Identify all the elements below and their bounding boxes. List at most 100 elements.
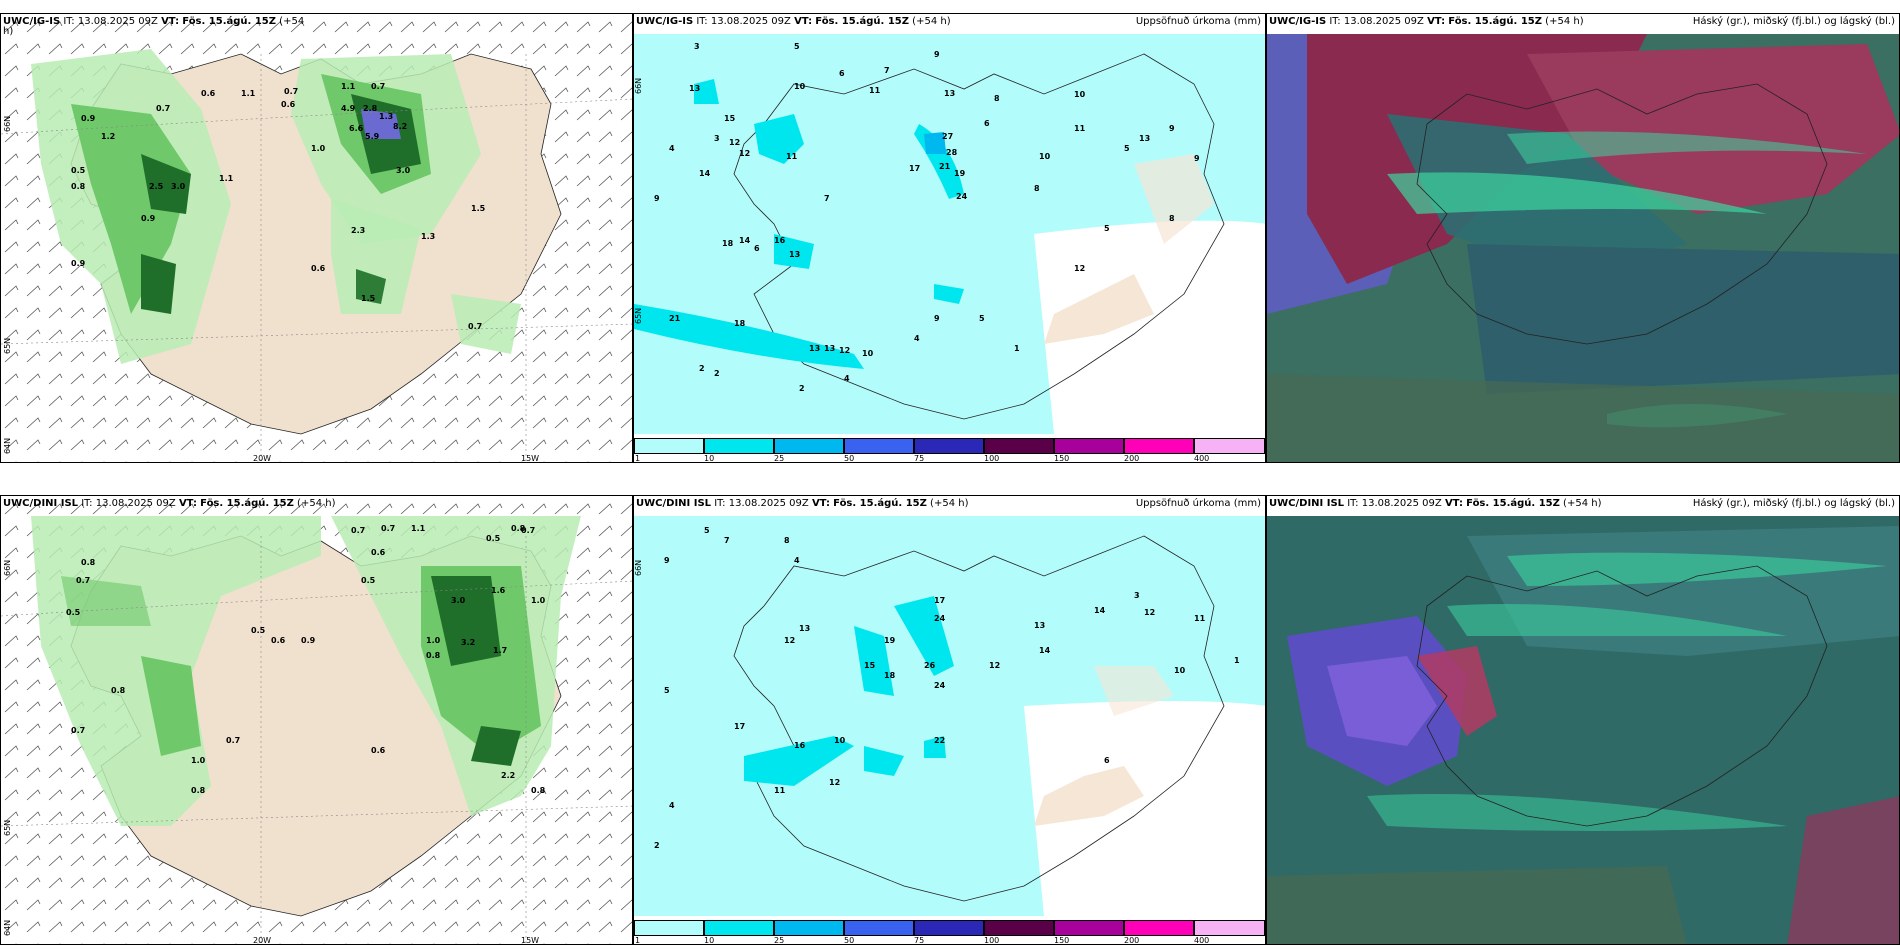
colorbar-tick: 75 (914, 454, 925, 463)
rain-label: 0.8 (426, 651, 441, 660)
rain-label: 0.7 (71, 726, 86, 735)
rain-label: 1.1 (241, 89, 256, 98)
vt-label: VT: (811, 498, 830, 509)
panel-title: Uppsöfnuð úrkoma (mm) (1135, 16, 1261, 27)
rain-label: 1.0 (191, 756, 206, 765)
precip-value: 2 (654, 841, 660, 850)
rain-label: 1.1 (411, 524, 426, 533)
panel-title: Háský (gr.), miðský (fj.bl.) og lágský (… (1692, 498, 1895, 509)
rain-label: 0.9 (141, 214, 156, 223)
colorbar-tick: 25 (774, 936, 785, 945)
precip-value: 4 (844, 374, 850, 383)
precip-value: 8 (994, 94, 1000, 103)
rain-label: 1.3 (379, 112, 394, 121)
lead-time: (+54 h) (912, 16, 951, 27)
precip-value: 13 (1034, 621, 1046, 630)
rain-label: 0.7 (381, 524, 396, 533)
precip-value: 14 (699, 169, 711, 178)
colorbar-swatch (1124, 438, 1194, 454)
colorbar-tick: 400 (1194, 454, 1210, 463)
precip-value: 12 (829, 778, 841, 787)
lat-label: 64N (3, 437, 12, 454)
rain-label: 0.6 (371, 746, 386, 755)
colorbar-swatch (984, 920, 1054, 936)
precip-value: 18 (734, 319, 746, 328)
precip-value: 17 (909, 164, 921, 173)
colorbar-swatch (1054, 438, 1124, 454)
precip-value: 5 (1124, 144, 1130, 153)
precip-value: 13 (1139, 134, 1151, 143)
precip-value: 3 (1134, 591, 1140, 600)
rain-label: 1.6 (491, 586, 506, 595)
precip-value: 17 (734, 722, 746, 731)
precip-value: 2 (714, 369, 720, 378)
precip-value: 22 (934, 736, 946, 745)
precip-value: 7 (724, 536, 730, 545)
init-time: IT: 13.08.2025 09Z (63, 16, 158, 27)
colorbar-swatch (1124, 920, 1194, 936)
rain-label: 4.9 (341, 104, 356, 113)
rain-label: 2.5 (149, 182, 164, 191)
rain-label: 0.8 (531, 786, 546, 795)
precip-shading (744, 596, 1174, 826)
vt-label: VT: (161, 16, 180, 27)
precip-value: 11 (774, 786, 786, 795)
precip-value: 11 (786, 152, 798, 161)
rain-label: 0.5 (71, 166, 86, 175)
lead-time: (+54 h) (1545, 16, 1584, 27)
lon-label: 20W (253, 454, 272, 463)
accum-precip-map (634, 496, 1265, 944)
precip-value: 21 (669, 314, 681, 323)
rain-label: 3.0 (396, 166, 411, 175)
colorbar-swatch (704, 438, 774, 454)
precip-value: 14 (1094, 606, 1106, 615)
vt-label: VT: (794, 16, 813, 27)
precip-value: 13 (789, 250, 801, 259)
rain-label: 0.6 (311, 264, 326, 273)
cloud-cover-map (1267, 14, 1899, 462)
colorbar-tick: 75 (914, 936, 925, 945)
precip-value: 8 (1034, 184, 1040, 193)
init-time: IT: 13.08.2025 09Z (1329, 16, 1424, 27)
rain-shading (31, 516, 581, 826)
graticule (1, 54, 632, 462)
colorbar-tick: 10 (704, 454, 715, 463)
panel-igis-rain-wind: UWC/IG-IS IT: 13.08.2025 09Z VT: Fös. 15… (0, 13, 633, 463)
lon-label: 15W (521, 454, 540, 463)
rain-label: 0.7 (371, 82, 386, 91)
colorbar-swatch (634, 438, 704, 454)
precip-value: 9 (934, 314, 940, 323)
rain-label: 0.8 (191, 786, 206, 795)
precip-value: 24 (934, 681, 946, 690)
rain-label: 0.7 (284, 87, 299, 96)
colorbar-swatch (914, 920, 984, 936)
rain-label: 0.6 (201, 89, 216, 98)
rain-label: 0.8 (81, 558, 96, 567)
rain-label: 1.0 (531, 596, 546, 605)
panel-dini-rain-wind: UWC/DINI ISL IT: 13.08.2025 09Z VT: Fös.… (0, 495, 633, 945)
init-time: IT: 13.08.2025 09Z (1347, 498, 1442, 509)
precip-value: 14 (739, 236, 751, 245)
valid-time: Fös. 15.ágú. 15Z (833, 498, 927, 509)
precip-value: 9 (934, 50, 940, 59)
precip-value: 13 (799, 624, 811, 633)
rain-label: 2.3 (351, 226, 366, 235)
colorbar-swatch (1194, 438, 1265, 454)
rain-label: 1.1 (219, 174, 234, 183)
precip-value: 26 (924, 661, 936, 670)
colorbar-tick: 150 (1054, 936, 1070, 945)
model-name: UWC/DINI ISL (3, 498, 79, 509)
panel-header: UWC/IG-IS IT: 13.08.2025 09Z VT: Fös. 15… (636, 16, 1261, 28)
precip-value: 4 (914, 334, 920, 343)
lat-label: 65N (3, 337, 12, 354)
colorbar-swatch (844, 920, 914, 936)
colorbar-tick: 400 (1194, 936, 1210, 945)
model-name: UWC/DINI ISL (636, 498, 712, 509)
panel-title: Háský (gr.), miðský (fj.bl.) og lágský (… (1692, 16, 1895, 27)
precip-colorbar: 1 10 25 50 75 100 150 200 400 (634, 918, 1265, 944)
precip-value: 11 (869, 86, 881, 95)
precip-value: 5 (1104, 224, 1110, 233)
precip-value: 13 (944, 89, 956, 98)
colorbar-swatch (984, 438, 1054, 454)
panel-header: UWC/DINI ISL IT: 13.08.2025 09Z VT: Fös.… (1269, 498, 1895, 510)
